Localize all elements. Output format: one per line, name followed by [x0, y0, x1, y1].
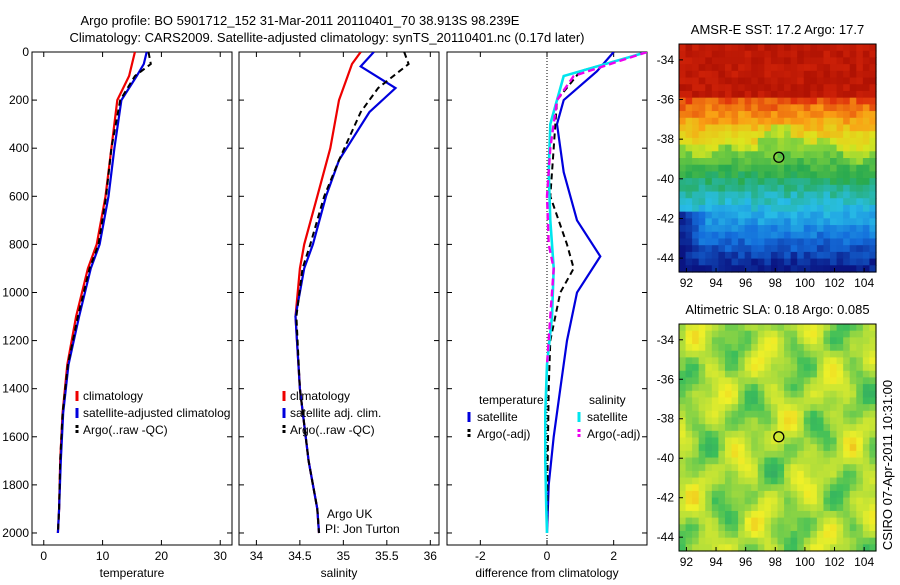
x-tick-label: 35 — [337, 549, 351, 563]
legend-label: Argo(..raw -QC) — [290, 423, 375, 437]
y-tick-label: -44 — [657, 251, 675, 265]
x-tick-label: 10 — [96, 549, 110, 563]
x-tick-label: 36 — [424, 549, 438, 563]
map-sst: AMSR-E SST: 17.2 Argo: 17.7 92 94 96 98 100 10… — [657, 22, 877, 290]
y-tick-label: 1200 — [2, 334, 29, 348]
x-tick-label: 98 — [769, 555, 783, 569]
legend: temperature satellite Argo(-adj) salinity sa… — [467, 393, 640, 441]
x-tick-label: 104 — [854, 276, 874, 290]
argo-float-marker — [773, 431, 785, 443]
x-tick-label: 102 — [825, 555, 845, 569]
x-tick-label: 100 — [795, 555, 815, 569]
x-tick-label: 102 — [825, 276, 845, 290]
legend-label: satellite — [477, 410, 518, 424]
series-line-2 — [295, 52, 410, 534]
series-line-0 — [545, 52, 615, 534]
y-tick-label: 600 — [9, 189, 29, 203]
profile-panel-salinity: 34 34.5 35 35.5 36 salinity climatology satelli… — [238, 51, 440, 580]
legend-group-title: salinity — [589, 393, 626, 407]
x-tick-label: 96 — [739, 276, 753, 290]
legend-label: Argo(..raw -QC) — [83, 423, 168, 437]
x-tick-label: 104 — [854, 555, 874, 569]
map-sla: Altimetric SLA: 0.18 Argo: 0.085 92 94 96 98… — [657, 302, 877, 569]
y-tick-label: 1800 — [2, 478, 29, 492]
legend: climatology satellite-adjusted climatolog… — [75, 389, 230, 437]
argo-float-marker — [773, 151, 785, 163]
legend: climatology satellite adj. clim. Argo(..ra… — [282, 389, 400, 536]
y-tick-label: -38 — [657, 412, 675, 426]
side-stamp: CSIRO 07-Apr-2011 10:31:00 — [880, 380, 895, 550]
y-tick-label: -34 — [657, 333, 675, 347]
x-tick-label: 34.5 — [288, 549, 312, 563]
map-raster — [679, 44, 877, 273]
x-axis-label: salinity — [321, 566, 358, 580]
x-tick-label: 34 — [250, 549, 264, 563]
map-title: Altimetric SLA: 0.18 Argo: 0.085 — [685, 302, 869, 317]
y-tick-label: 400 — [9, 141, 29, 155]
y-tick-label: 0 — [22, 45, 29, 59]
legend-label: Argo(-adj) — [587, 427, 640, 441]
y-tick-label: -36 — [657, 372, 675, 386]
legend-label: climatology — [83, 389, 143, 403]
profile-panels: 0 10 20 30020040060080010001200140016001800… — [2, 45, 648, 580]
map-frame — [678, 323, 877, 552]
y-tick-label: -36 — [657, 93, 675, 107]
x-tick-label: 96 — [739, 555, 753, 569]
y-tick-label: 1600 — [2, 430, 29, 444]
x-tick-label: 30 — [214, 549, 228, 563]
plot-area — [238, 51, 440, 546]
credit-line2: PI: Jon Turton — [325, 522, 400, 536]
legend-label: satellite adj. clim. — [290, 406, 381, 420]
x-tick-label: 0 — [544, 549, 551, 563]
x-tick-label: 20 — [155, 549, 169, 563]
legend-label: climatology — [290, 389, 350, 403]
x-axis-label: temperature — [100, 566, 165, 580]
x-tick-label: 100 — [795, 276, 815, 290]
legend-group-title: temperature — [479, 393, 544, 407]
x-tick-label: 92 — [680, 276, 694, 290]
x-tick-label: 35.5 — [375, 549, 399, 563]
profile-panel-difference: -2 0 2 difference from climatology temperatu… — [446, 51, 648, 580]
y-tick-label: 2000 — [2, 526, 29, 540]
legend-label: satellite — [587, 410, 628, 424]
y-tick-label: -38 — [657, 132, 675, 146]
x-tick-label: 0 — [40, 549, 47, 563]
y-tick-label: 800 — [9, 237, 29, 251]
y-tick-label: 1400 — [2, 382, 29, 396]
plot-area — [31, 51, 233, 546]
header-line2: Climatology: CARS2009. Satellite-adjuste… — [70, 30, 585, 45]
x-tick-label: 92 — [680, 555, 694, 569]
y-tick-label: 200 — [9, 93, 29, 107]
y-tick-label: -44 — [657, 530, 675, 544]
x-tick-label: 98 — [769, 276, 783, 290]
profile-panel-temperature: 0 10 20 30 0 200 400 600 800 1000 1200 1400 1600 1800… — [2, 45, 233, 580]
series-line-1 — [56, 52, 148, 534]
x-axis-label: difference from climatology — [475, 566, 618, 580]
x-tick-label: 94 — [709, 555, 723, 569]
map-title: AMSR-E SST: 17.2 Argo: 17.7 — [691, 22, 864, 37]
x-tick-label: -2 — [475, 549, 486, 563]
credit-line1: Argo UK — [327, 507, 372, 521]
series-line-3 — [545, 52, 647, 365]
y-tick-label: -42 — [657, 491, 675, 505]
map-panels: AMSR-E SST: 17.2 Argo: 17.7 92 94 96 98 100 10… — [657, 22, 877, 569]
legend-label: Argo(-adj) — [477, 427, 530, 441]
y-tick-label: -42 — [657, 211, 675, 225]
map-frame — [678, 43, 877, 273]
y-tick-label: -40 — [657, 451, 675, 465]
map-raster — [679, 324, 877, 552]
x-tick-label: 94 — [709, 276, 723, 290]
y-tick-label: -40 — [657, 172, 675, 186]
x-tick-label: 2 — [610, 549, 617, 563]
y-tick-label: 1000 — [2, 285, 29, 299]
legend-label: satellite-adjusted climatolog — [83, 406, 230, 420]
y-tick-label: -34 — [657, 53, 675, 67]
header-line1: Argo profile: BO 5901712_152 31-Mar-2011… — [81, 13, 520, 28]
